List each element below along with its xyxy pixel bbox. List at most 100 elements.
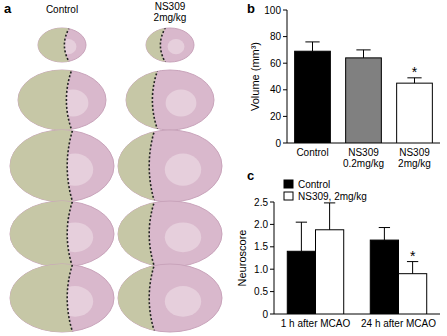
y-tick-label: 1.5 <box>254 241 268 252</box>
infarct-group <box>116 262 155 334</box>
panel-label: c <box>247 168 254 183</box>
y-tick-label: 80 <box>270 31 282 42</box>
text-line: Control <box>46 4 78 15</box>
text-line: 1 h after MCAO <box>281 318 351 329</box>
infarct-area <box>116 199 155 269</box>
infarct-area <box>116 262 155 334</box>
error-bar <box>305 42 319 51</box>
x-tick-label: NS3092mg/kg <box>398 147 431 169</box>
bar <box>397 83 433 143</box>
y-tick <box>283 89 287 90</box>
y-axis <box>274 202 275 314</box>
text-line: NS309 <box>399 147 430 158</box>
infarct-area <box>8 128 73 204</box>
error-cap <box>305 41 319 42</box>
column-label: Control <box>46 4 78 15</box>
bar <box>370 240 398 314</box>
y-tick <box>270 291 274 292</box>
column-label: NS3092mg/kg <box>154 1 187 23</box>
y-tick-label: 0 <box>262 309 268 320</box>
significance-marker: * <box>412 64 418 80</box>
infarct-area <box>36 26 70 64</box>
y-tick-label: 20 <box>270 111 282 122</box>
error-bar <box>296 222 307 251</box>
text-line: 2mg/kg <box>398 158 431 169</box>
y-tick-label: 40 <box>270 84 282 95</box>
slice-detail <box>166 90 197 117</box>
y-axis-label: Neuroscore <box>236 230 248 287</box>
infarct-group <box>36 26 70 64</box>
infarct-group <box>116 128 155 204</box>
y-tick <box>283 143 287 144</box>
error-cap <box>296 222 307 223</box>
y-tick-label: 60 <box>270 58 282 69</box>
slice-detail <box>165 153 201 185</box>
panel-label: a <box>4 1 12 16</box>
significance-marker: * <box>410 248 416 264</box>
legend-swatch <box>284 180 293 188</box>
legend-label: Control <box>298 179 330 190</box>
x-tick-label: 1 h after MCAO <box>281 318 351 329</box>
legend-swatch <box>284 192 293 200</box>
text-line: NS309 <box>348 147 379 158</box>
y-tick-label: 0 <box>275 138 281 149</box>
slice-detail <box>165 222 201 252</box>
x-tick-label: 24 h after MCAO <box>361 318 436 329</box>
bar <box>346 58 382 143</box>
y-tick <box>270 246 274 247</box>
figure: aControlNS3092mg/kgbVolume (mm³)02040608… <box>0 0 447 336</box>
text-line: NS309 <box>155 1 186 12</box>
x-tick-label: NS3090.2mg/kg <box>343 147 384 169</box>
bar <box>295 51 331 143</box>
error-cap <box>379 227 390 228</box>
error-stem <box>301 222 302 251</box>
y-tick <box>270 224 274 225</box>
error-bar <box>324 203 335 230</box>
infarct-group <box>144 26 166 64</box>
y-tick <box>283 63 287 64</box>
error-cap <box>356 49 370 50</box>
error-stem <box>363 50 364 58</box>
infarct-group <box>16 68 72 132</box>
error-bar <box>356 50 370 58</box>
y-tick-label: 2.0 <box>254 219 268 230</box>
error-stem <box>329 203 330 230</box>
infarct-group <box>8 262 73 334</box>
error-stem <box>384 228 385 241</box>
infarct-area <box>144 26 166 64</box>
infarct-group <box>116 199 155 269</box>
infarct-area <box>8 262 73 334</box>
infarct-area <box>16 68 72 132</box>
text-line: Control <box>296 147 328 158</box>
y-tick <box>270 314 274 315</box>
slice-detail <box>165 286 201 317</box>
y-tick <box>270 269 274 270</box>
infarct-area <box>8 199 73 269</box>
slice-detail <box>168 39 185 54</box>
bar <box>316 230 344 314</box>
text-line: 2mg/kg <box>154 12 187 23</box>
x-tick-label: Control <box>296 147 328 158</box>
infarct-group <box>8 199 73 269</box>
y-tick <box>283 10 287 11</box>
y-tick <box>270 202 274 203</box>
error-bar <box>379 228 390 241</box>
bar <box>287 251 315 314</box>
marks <box>295 42 433 143</box>
panel-label: b <box>247 1 255 16</box>
error-stem <box>312 42 313 51</box>
marks <box>287 203 426 314</box>
text-line: 24 h after MCAO <box>361 318 436 329</box>
y-tick-label: 100 <box>264 5 281 16</box>
bar <box>399 274 427 314</box>
legend-label: NS309, 2mg/kg <box>298 191 367 202</box>
infarct-area <box>116 128 155 204</box>
y-tick-label: 0.5 <box>254 286 268 297</box>
error-cap <box>324 202 335 203</box>
infarct-area <box>124 68 158 132</box>
infarct-group <box>8 128 73 204</box>
y-tick-label: 1.0 <box>254 264 268 275</box>
y-tick <box>283 36 287 37</box>
text-line: 0.2mg/kg <box>343 158 384 169</box>
y-axis <box>287 10 288 143</box>
